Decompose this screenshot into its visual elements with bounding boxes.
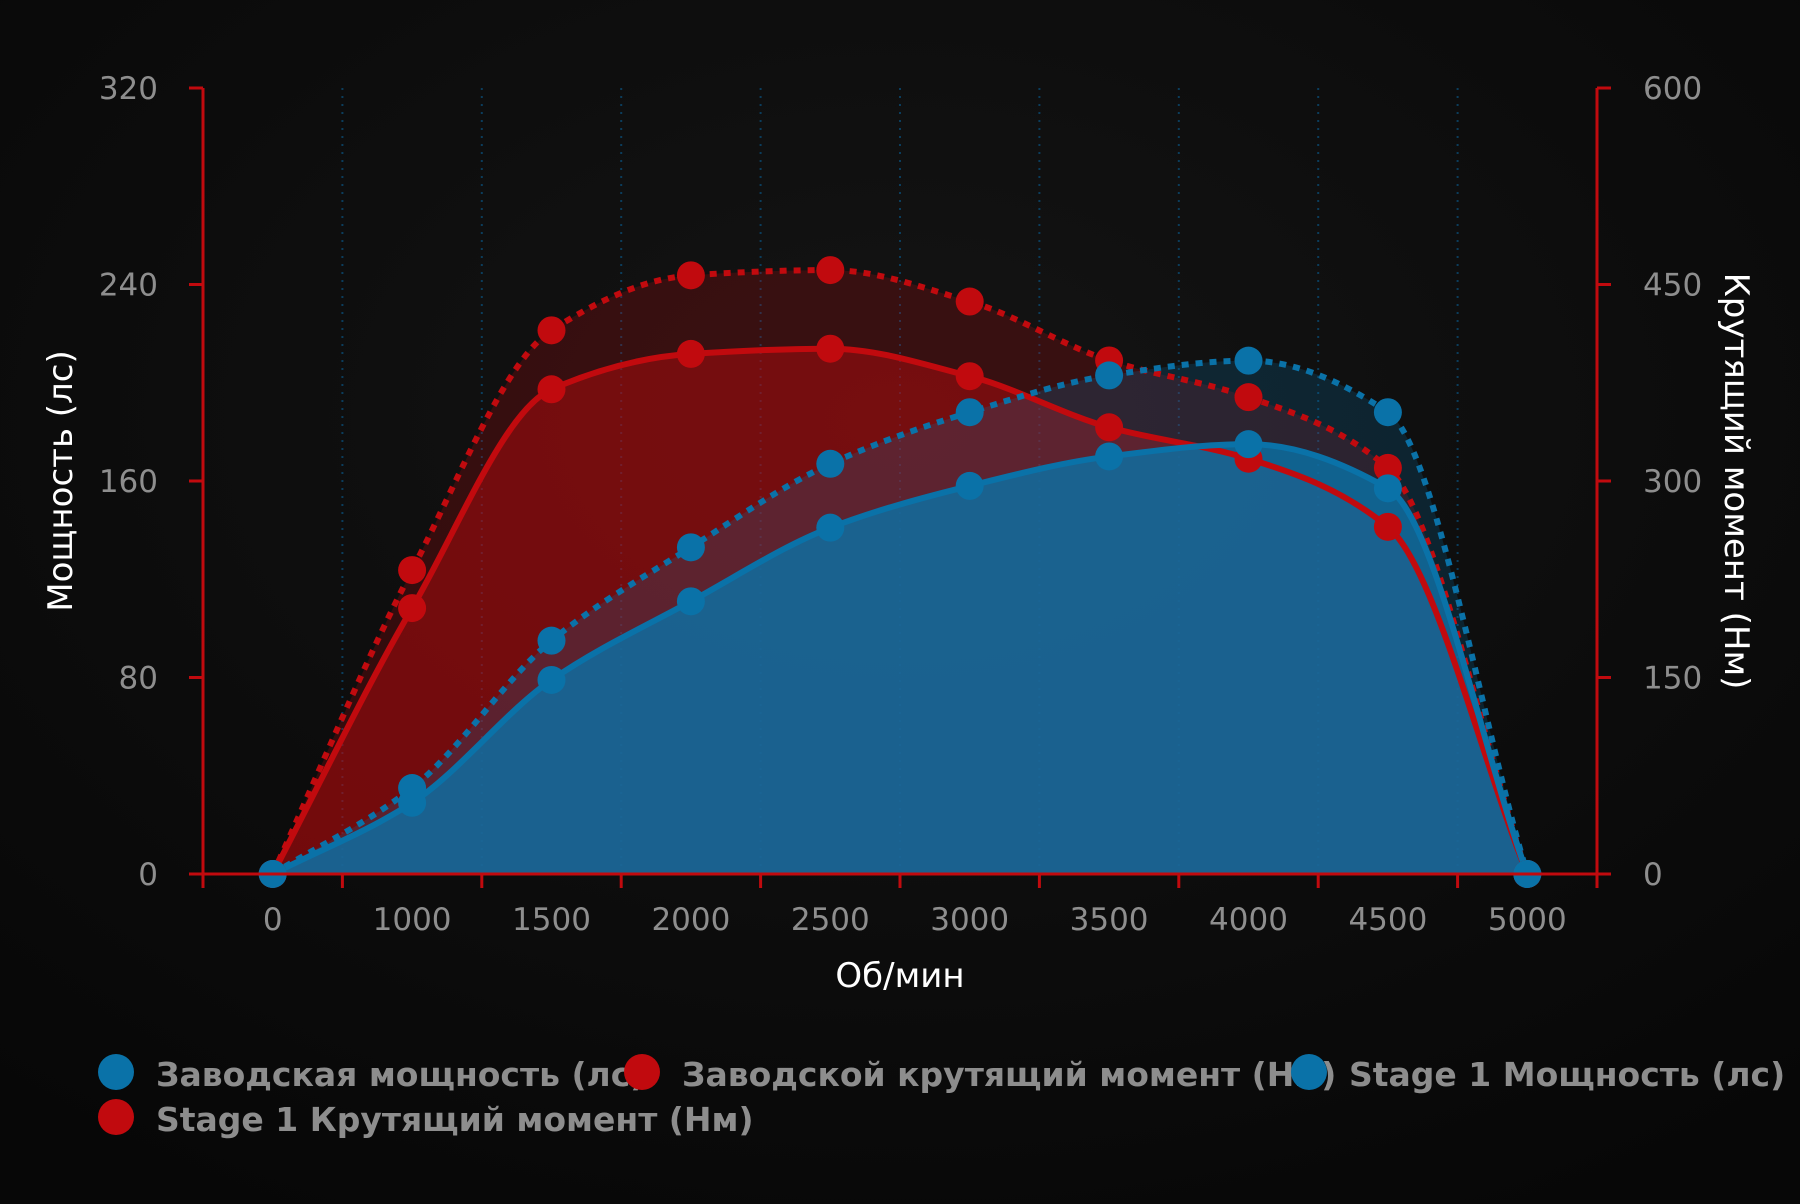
data-point xyxy=(1373,512,1402,541)
data-point xyxy=(537,316,566,345)
legend-marker xyxy=(98,1054,134,1090)
legend-marker xyxy=(624,1054,660,1090)
data-point xyxy=(955,398,984,427)
x-axis-title: Об/мин xyxy=(835,956,964,996)
y2-tick-label: 150 xyxy=(1643,661,1702,697)
y-tick-label: 320 xyxy=(99,71,158,107)
data-point xyxy=(816,256,845,285)
data-point xyxy=(1373,398,1402,427)
data-point xyxy=(955,471,984,500)
data-point xyxy=(398,594,427,623)
y2-tick-label: 0 xyxy=(1643,857,1663,893)
y2-axis-title: Крутящий момент (Нм) xyxy=(1716,273,1756,690)
data-point xyxy=(1373,474,1402,503)
x-tick-label: 3000 xyxy=(930,902,1009,938)
y2-tick-label: 450 xyxy=(1643,268,1702,304)
data-point xyxy=(398,556,427,585)
data-point xyxy=(1234,430,1263,459)
series-areas xyxy=(272,270,1528,875)
axes: 0 80 160 240 320 0 150 300 450 600 0 1000 1500 2000 25… xyxy=(99,71,1702,938)
legend-label: Stage 1 Крутящий момент (Нм) xyxy=(156,1100,754,1139)
x-tick-label: 0 xyxy=(263,902,283,938)
data-point xyxy=(676,261,705,290)
x-tick-label: 1000 xyxy=(373,902,452,938)
data-point xyxy=(955,287,984,316)
legend-marker xyxy=(98,1099,134,1135)
data-point xyxy=(1095,413,1124,442)
x-tick-label: 4500 xyxy=(1348,902,1427,938)
data-point xyxy=(816,334,845,363)
x-tick-label: 5000 xyxy=(1488,902,1567,938)
series-line-3 xyxy=(271,357,1531,877)
data-point xyxy=(1234,383,1263,412)
data-point xyxy=(398,788,427,817)
x-tick-label: 1500 xyxy=(512,902,591,938)
series-area-1 xyxy=(272,444,1528,874)
x-tick-label: 3500 xyxy=(1070,902,1149,938)
data-point xyxy=(1095,442,1124,471)
y2-tick-label: 600 xyxy=(1643,71,1702,107)
y-tick-label: 160 xyxy=(99,464,158,500)
x-tick-label: 2000 xyxy=(651,902,730,938)
y-axis-title: Мощность (лс) xyxy=(41,350,81,612)
data-point xyxy=(537,665,566,694)
legend-label: Заводской крутящий момент (Нм) xyxy=(682,1055,1336,1094)
data-point xyxy=(1373,453,1402,482)
data-point xyxy=(1095,361,1124,390)
legend-marker xyxy=(1291,1054,1327,1090)
data-point xyxy=(816,513,845,542)
y2-tick-label: 300 xyxy=(1643,464,1702,500)
legend-label: Заводская мощность (лс) xyxy=(156,1055,645,1094)
series-line-2 xyxy=(269,345,1531,877)
data-point xyxy=(676,533,705,562)
x-tick-label: 4000 xyxy=(1209,902,1288,938)
data-point xyxy=(676,339,705,368)
data-point xyxy=(1234,346,1263,375)
data-point xyxy=(537,375,566,404)
legend-label: Stage 1 Мощность (лс) xyxy=(1349,1055,1785,1094)
data-point xyxy=(816,449,845,478)
y-tick-label: 80 xyxy=(119,661,158,697)
series-line-4 xyxy=(269,267,1531,876)
y-tick-label: 240 xyxy=(99,268,158,304)
x-tick-label: 2500 xyxy=(791,902,870,938)
data-point xyxy=(955,362,984,391)
data-point xyxy=(676,587,705,616)
legend: Заводская мощность (лс) Заводской крутящи… xyxy=(98,1054,1785,1139)
y-tick-label: 0 xyxy=(138,857,158,893)
data-point xyxy=(537,626,566,655)
